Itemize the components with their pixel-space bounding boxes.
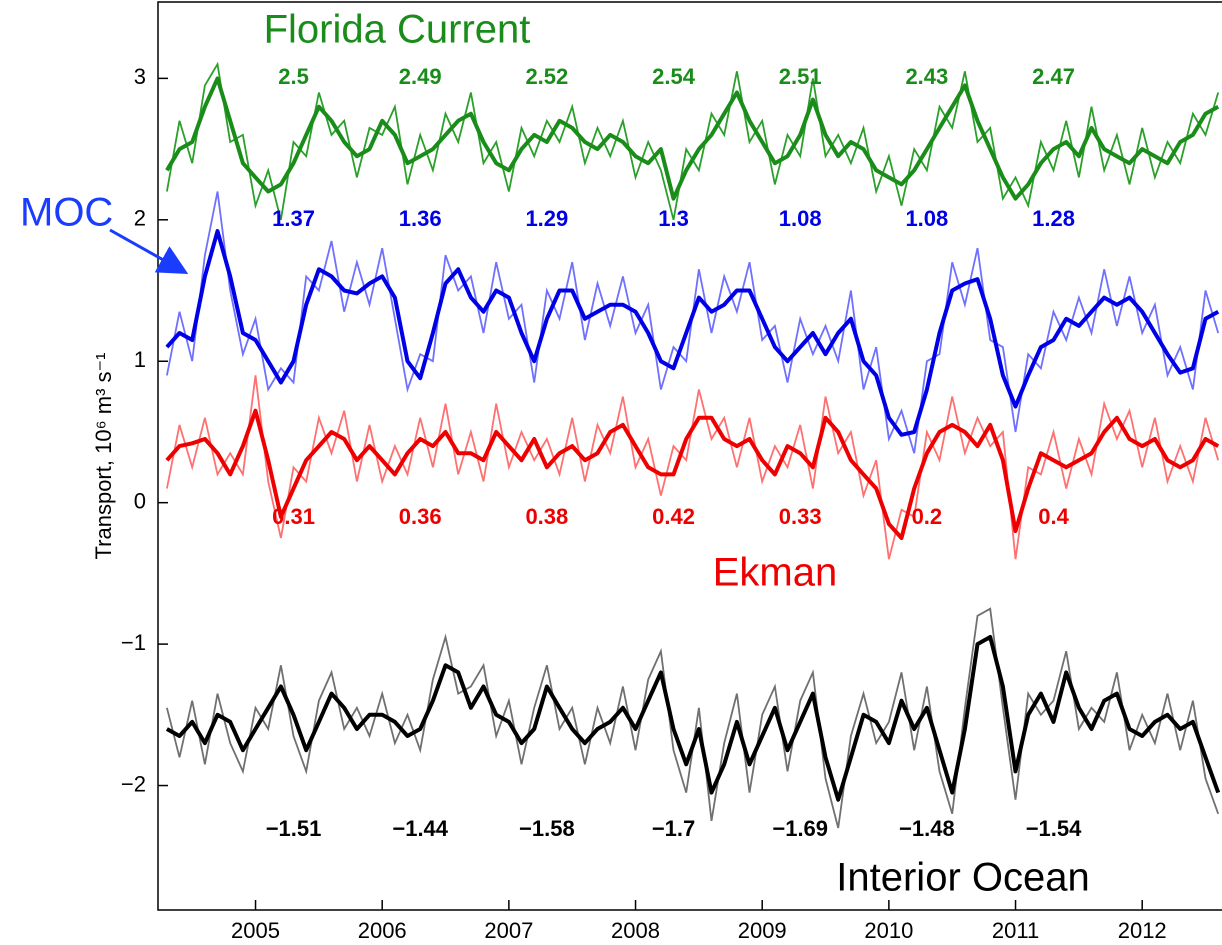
series-name: MOC [20, 191, 113, 235]
smoothed-line [165, 635, 1221, 802]
y-tick-label: 0 [134, 488, 146, 513]
annual-mean-label: 2.51 [779, 64, 822, 89]
x-tick-label: 2008 [611, 918, 660, 943]
annual-mean-label: 0.33 [779, 504, 822, 529]
smoothed-line [165, 408, 1220, 540]
annual-mean-label: 1.37 [272, 206, 315, 231]
annual-mean-label: 0.36 [399, 504, 442, 529]
series-name: Ekman [713, 551, 838, 595]
annual-mean-label: 2.47 [1032, 64, 1075, 89]
annual-mean-label: 2.54 [652, 64, 696, 89]
annual-mean-label: 2.49 [399, 64, 442, 89]
annual-mean-label: 0.31 [272, 504, 315, 529]
y-tick-label: 3 [134, 64, 146, 89]
annual-mean-label: 1.29 [525, 206, 568, 231]
annual-mean-label: −1.44 [392, 816, 448, 841]
annual-mean-label: −1.69 [772, 816, 828, 841]
smoothed-line [165, 229, 1220, 437]
annual-mean-label: −1.48 [899, 816, 955, 841]
x-tick-label: 2006 [358, 918, 407, 943]
annual-mean-label: −1.58 [519, 816, 575, 841]
raw-line [166, 607, 1220, 829]
annual-mean-label: 1.08 [779, 206, 822, 231]
annual-mean-label: 2.43 [905, 64, 948, 89]
x-tick-label: 2005 [231, 918, 280, 943]
series-name: Interior Ocean [836, 856, 1089, 900]
moc-arrow [109, 228, 189, 274]
annual-mean-label: 0.4 [1038, 504, 1069, 529]
y-axis-label: Transport, 10⁶ m³ s⁻¹ [91, 353, 116, 560]
smoothed-line [165, 76, 1220, 201]
x-tick-label: 2011 [992, 918, 1039, 943]
annual-mean-label: −1.54 [1026, 816, 1082, 841]
annual-mean-label: −1.7 [652, 816, 695, 841]
plot-area [165, 61, 1221, 829]
series-name: Florida Current [264, 8, 531, 52]
annual-mean-label: 1.28 [1032, 206, 1075, 231]
annual-mean-label: 0.42 [652, 504, 695, 529]
annual-mean-label: 2.52 [525, 64, 568, 89]
y-tick-label: 2 [134, 206, 146, 231]
annual-mean-label: 1.36 [399, 206, 442, 231]
x-tick-label: 2009 [738, 918, 787, 943]
annual-mean-label: −1.51 [266, 816, 322, 841]
x-tick-label: 2012 [1118, 918, 1167, 943]
annual-mean-label: 1.08 [905, 206, 948, 231]
y-tick-label: 1 [134, 347, 146, 372]
plot-frame [157, 1, 1222, 911]
raw-line [166, 375, 1220, 560]
annual-mean-label: 0.38 [525, 504, 568, 529]
annual-mean-label: 1.3 [658, 206, 689, 231]
x-tick-label: 2007 [484, 918, 533, 943]
y-tick-label: −1 [121, 630, 146, 655]
x-tick-label: 2010 [864, 918, 913, 943]
y-tick-label: −2 [121, 771, 146, 796]
annual-mean-label: 2.5 [278, 64, 309, 89]
annual-mean-label: 0.2 [912, 504, 943, 529]
